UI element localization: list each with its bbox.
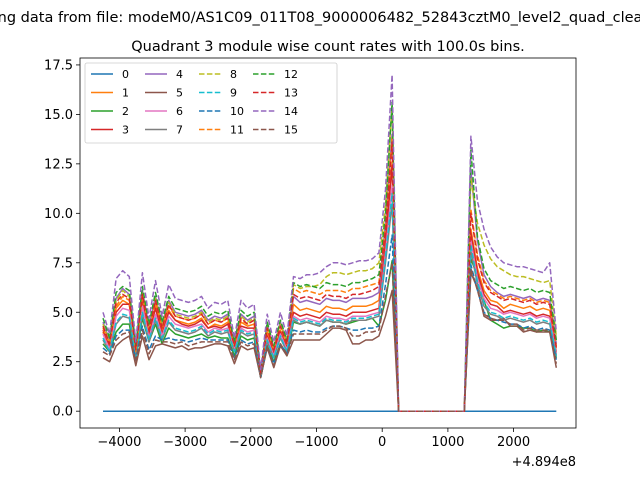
legend-label-14: 14 — [284, 105, 298, 118]
series-line-4 — [102, 133, 558, 412]
y-tick-label: 17.5 — [44, 58, 73, 73]
x-tick-label: −1000 — [295, 435, 339, 450]
legend-label-2: 2 — [122, 105, 129, 118]
series-line-7 — [102, 202, 558, 412]
legend-label-6: 6 — [176, 105, 183, 118]
series-line-6 — [102, 184, 558, 412]
x-axis: −4000 −3000 −2000 −1000 0 1000 2000 — [97, 428, 530, 450]
legend-label-3: 3 — [122, 124, 129, 137]
y-tick-label: 12.5 — [44, 157, 73, 172]
x-tick-label: 1000 — [431, 435, 464, 450]
y-tick-label: 15.0 — [44, 108, 73, 123]
x-tick-label: −4000 — [97, 435, 141, 450]
legend-label-1: 1 — [122, 87, 129, 100]
y-tick-label: 2.5 — [52, 355, 73, 370]
x-tick-label: −3000 — [163, 435, 207, 450]
legend-box — [84, 62, 338, 144]
series-line-9 — [102, 192, 558, 412]
series-line-8 — [102, 105, 558, 412]
series-line-13 — [102, 141, 558, 412]
legend-label-9: 9 — [230, 87, 237, 100]
y-tick-label: 10.0 — [44, 207, 73, 222]
series-layer — [102, 74, 558, 412]
legend-label-4: 4 — [176, 68, 183, 81]
x-tick-label: 2000 — [497, 435, 530, 450]
legend-label-5: 5 — [176, 87, 183, 100]
legend-label-13: 13 — [284, 87, 298, 100]
legend-label-15: 15 — [284, 124, 298, 137]
chart-title: Quadrant 3 module wise count rates with … — [131, 39, 525, 55]
series-line-14 — [102, 74, 558, 412]
y-tick-label: 0.0 — [52, 405, 73, 420]
series-line-11 — [102, 137, 558, 412]
page-title: Plotting data from file: modeM0/AS1C09_0… — [0, 10, 640, 26]
legend-label-7: 7 — [176, 124, 183, 137]
legend-label-0: 0 — [122, 68, 129, 81]
x-tick-label: 0 — [378, 435, 386, 450]
y-tick-label: 5.0 — [52, 306, 73, 321]
series-line-15 — [102, 262, 558, 412]
legend-label-11: 11 — [230, 124, 244, 137]
series-line-3 — [102, 165, 558, 412]
x-tick-label: −2000 — [229, 435, 273, 450]
y-axis: 0.0 2.5 5.0 7.5 10.0 12.5 15.0 17.5 — [44, 58, 80, 420]
plot-frame — [79, 57, 577, 429]
series-line-1 — [102, 161, 558, 412]
series-line-12 — [102, 101, 558, 412]
x-offset-label: +4.894e8 — [512, 455, 576, 470]
legend-label-12: 12 — [284, 68, 298, 81]
legend-label-8: 8 — [230, 68, 237, 81]
y-tick-label: 7.5 — [52, 256, 73, 271]
legend-label-10: 10 — [230, 105, 244, 118]
